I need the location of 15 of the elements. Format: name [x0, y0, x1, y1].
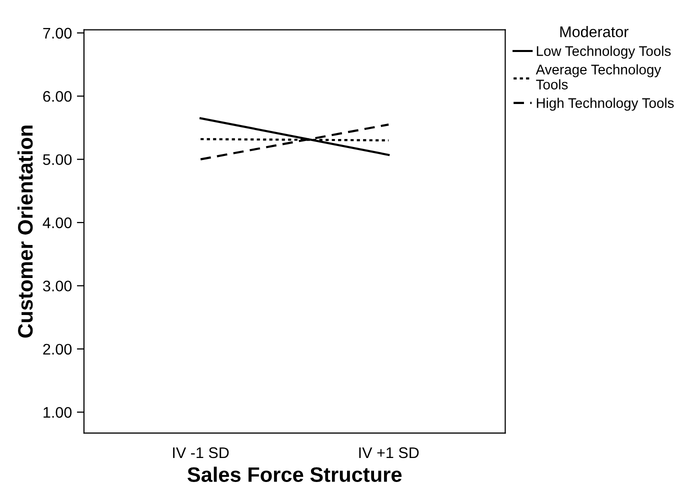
legend-label: Average Technology Tools: [536, 64, 662, 90]
y-tick-label: 7.00: [43, 28, 72, 39]
legend-title: Moderator: [560, 26, 628, 38]
x-tick-label: IV -1 SD: [173, 447, 229, 458]
legend-label: High Technology Tools: [536, 98, 674, 111]
y-tick-label: 3.00: [43, 280, 72, 292]
y-tick-label: 5.00: [43, 154, 72, 166]
y-tick-label: 4.00: [42, 217, 72, 228]
y-tick-label: 6.00: [43, 90, 72, 102]
x-tick-label: IV +1 SD: [359, 447, 419, 458]
y-axis-title: Customer Orientation: [17, 126, 33, 338]
x-axis-title: Sales Force Structure: [188, 466, 402, 482]
y-tick-label: 1.00: [44, 407, 72, 418]
legend-label: Low Technology Tools: [536, 46, 671, 59]
y-tick-label: 2.00: [43, 344, 72, 355]
